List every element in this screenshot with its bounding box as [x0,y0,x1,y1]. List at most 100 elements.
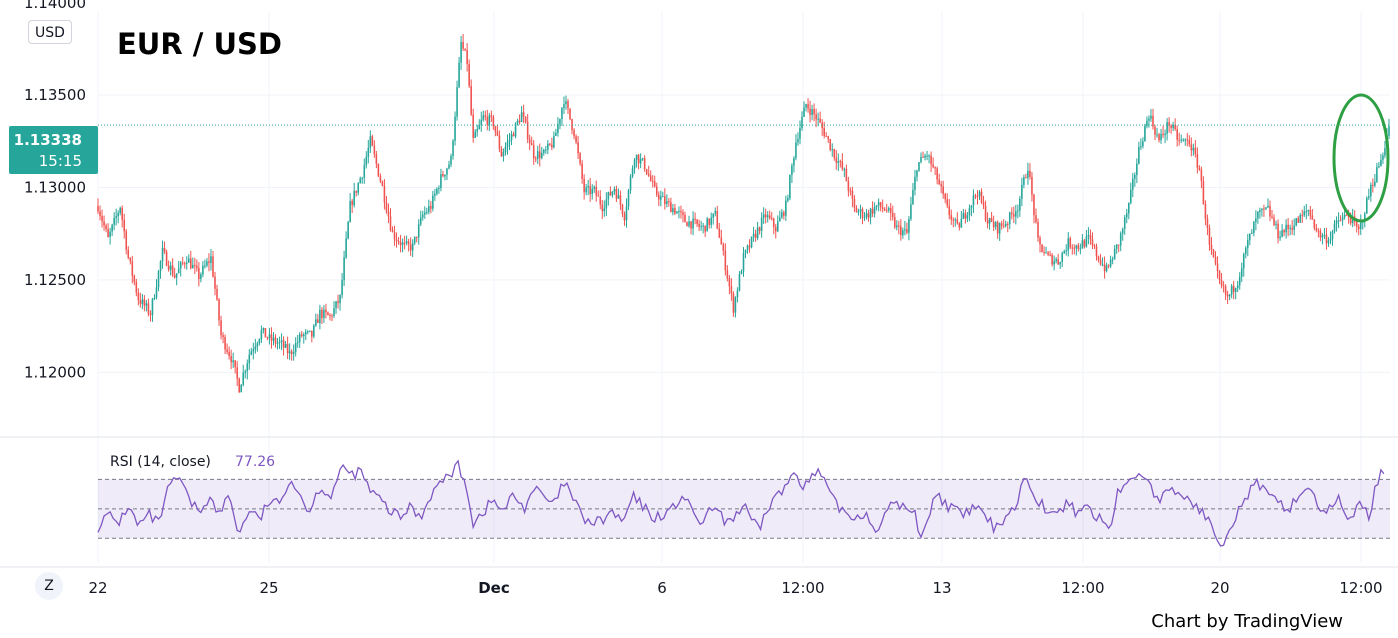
candle-body [629,176,632,191]
current-price-value: 1.13338 [14,131,82,149]
candle-body [990,218,993,222]
candle-body [1305,211,1308,213]
candle-body [1279,236,1281,239]
candle-body [369,136,372,148]
candle-body [1105,265,1108,272]
candle-body [1025,177,1027,179]
candle-body [425,211,428,213]
candle-body [103,221,105,226]
candle-body [1204,204,1207,219]
candle-body [783,212,785,216]
candle-body [593,186,596,189]
candle-body [553,135,555,148]
candle-body [196,265,198,269]
candle-body [488,115,491,125]
candle-body [1291,227,1293,230]
candle-body [877,202,880,206]
candle-body [1341,217,1344,221]
candle-body [1228,294,1231,297]
candle-body [474,131,477,138]
candle-body [1220,280,1223,286]
candle-body [1378,166,1380,168]
candle-body [385,202,388,212]
candle-body [379,176,382,182]
candle-body [1196,154,1199,168]
candle-body [373,145,376,155]
candle-body [117,212,119,217]
candle-body [506,141,509,147]
candle-body [1218,271,1221,281]
candle-body [1184,139,1187,141]
candle-body [1170,125,1172,128]
candle-body [208,261,210,263]
candle-body [998,223,1001,234]
candle-body [1154,126,1156,135]
candle-body [262,328,265,331]
candle-body [585,187,587,193]
candle-body [645,169,648,174]
candle-body [781,212,783,218]
candle-body [1230,285,1233,295]
candle-body [377,163,380,177]
candle-body [202,265,204,275]
candle-body [1363,213,1366,222]
candle-body [621,204,624,214]
candle-body [159,261,162,272]
candle-body [1061,253,1064,263]
candle-body [452,140,454,157]
candle-body [1200,169,1203,182]
candle-body [419,217,422,225]
candle-body [161,247,164,262]
candle-body [1047,252,1049,255]
candle-body [302,334,305,337]
candle-body [710,217,713,225]
candle-body [807,104,809,109]
candle-body [200,274,202,280]
candle-body [978,191,981,197]
candle-body [1295,218,1298,226]
candle-body [538,151,541,159]
candle-body [768,215,771,219]
candle-body [1265,207,1267,209]
candle-body [99,211,101,216]
candle-body [1079,248,1082,250]
candle-body [754,233,757,239]
candle-body [1077,245,1080,249]
candle-body [432,195,434,209]
candle-body [684,214,686,223]
candle-body [407,241,410,245]
candle-body [1226,294,1229,297]
candle-body [1152,115,1154,127]
candle-body [530,143,533,146]
candle-body [545,149,547,151]
candle-body [1311,215,1314,220]
candle-body [189,258,192,269]
candle-body [1023,177,1025,185]
candle-body [1240,268,1243,277]
candle-body [240,384,243,393]
zoom-button[interactable]: Z [35,572,63,600]
candle-body [236,367,238,379]
candle-body [288,351,291,354]
candle-body [187,258,190,263]
candle-body [567,101,569,109]
candle-body [1382,155,1384,160]
candle-body [637,154,640,164]
candle-body [1370,184,1372,197]
candle-body [359,178,362,184]
candle-body [486,116,489,125]
candle-body [653,181,656,187]
candle-body [1343,214,1346,218]
price-tick-label: 1.13000 [24,179,86,197]
candle-body [1293,225,1295,230]
currency-badge[interactable]: USD [28,20,72,44]
candle-body [1142,141,1144,147]
candle-body [1289,227,1291,229]
candle-body [1156,134,1158,136]
rsi-pane [98,478,1390,539]
candle-body [175,273,178,278]
candle-body [1021,184,1023,199]
candle-body [272,337,275,341]
candle-body [843,168,846,170]
candle-body [1337,220,1340,222]
